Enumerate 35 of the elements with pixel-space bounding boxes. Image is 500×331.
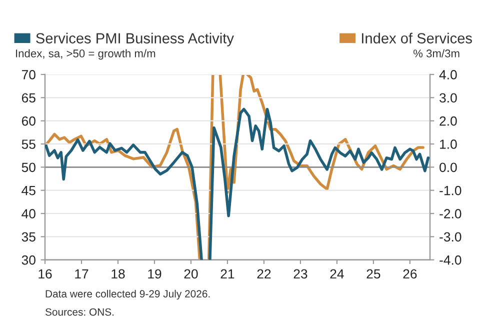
- x-tick-label: 22: [257, 269, 271, 278]
- y2-tick-label: 1.0: [440, 140, 457, 149]
- x-tick-label: 24: [330, 269, 344, 278]
- legend-label: Index of Services: [362, 32, 472, 44]
- legend-label: Services PMI Business Activity: [36, 32, 234, 46]
- x-tick-label: 25: [366, 269, 380, 279]
- y2-tick-label: 3.0: [440, 93, 457, 103]
- y-tick-label: 60: [22, 116, 36, 126]
- y2-tick-label: -3.0: [440, 232, 462, 242]
- y2-axis-title: % 3m/3m: [413, 49, 460, 58]
- y2-tick-label: 4.0: [439, 70, 457, 80]
- y-tick-label: 45: [22, 186, 36, 196]
- y-tick-label: 50: [22, 162, 36, 172]
- x-tick-label: 23: [294, 269, 308, 279]
- source-note: Sources: ONS.: [45, 308, 114, 316]
- y-tick-label: 30: [22, 255, 36, 265]
- y-axis-title: Index, sa, >50 = growth m/m: [16, 49, 156, 60]
- y-tick-label: 65: [22, 93, 36, 103]
- y2-tick-label: -1.0: [440, 186, 462, 196]
- y2-tick-label: 2.0: [440, 116, 457, 126]
- text: Data were collected 9-29 July 2026.: [46, 290, 210, 300]
- x-tick-label: 16: [38, 269, 52, 279]
- x-tick-label: 18: [112, 269, 125, 279]
- x-tick-label: 26: [403, 269, 417, 279]
- y-tick-label: 70: [22, 70, 36, 80]
- y-tick-label: 55: [22, 140, 36, 149]
- x-tick-label: 21: [220, 269, 234, 278]
- y-tick-label: 35: [22, 232, 36, 242]
- y2-tick-label: -2.0: [440, 209, 462, 218]
- x-tick-label: 19: [148, 269, 162, 279]
- y2-tick-label: 0.0: [440, 162, 457, 172]
- x-tick-label: 17: [75, 269, 88, 278]
- y2-tick-label: -4.0: [440, 255, 462, 265]
- y-tick-label: 40: [22, 209, 36, 218]
- x-tick-label: 20: [184, 269, 198, 279]
